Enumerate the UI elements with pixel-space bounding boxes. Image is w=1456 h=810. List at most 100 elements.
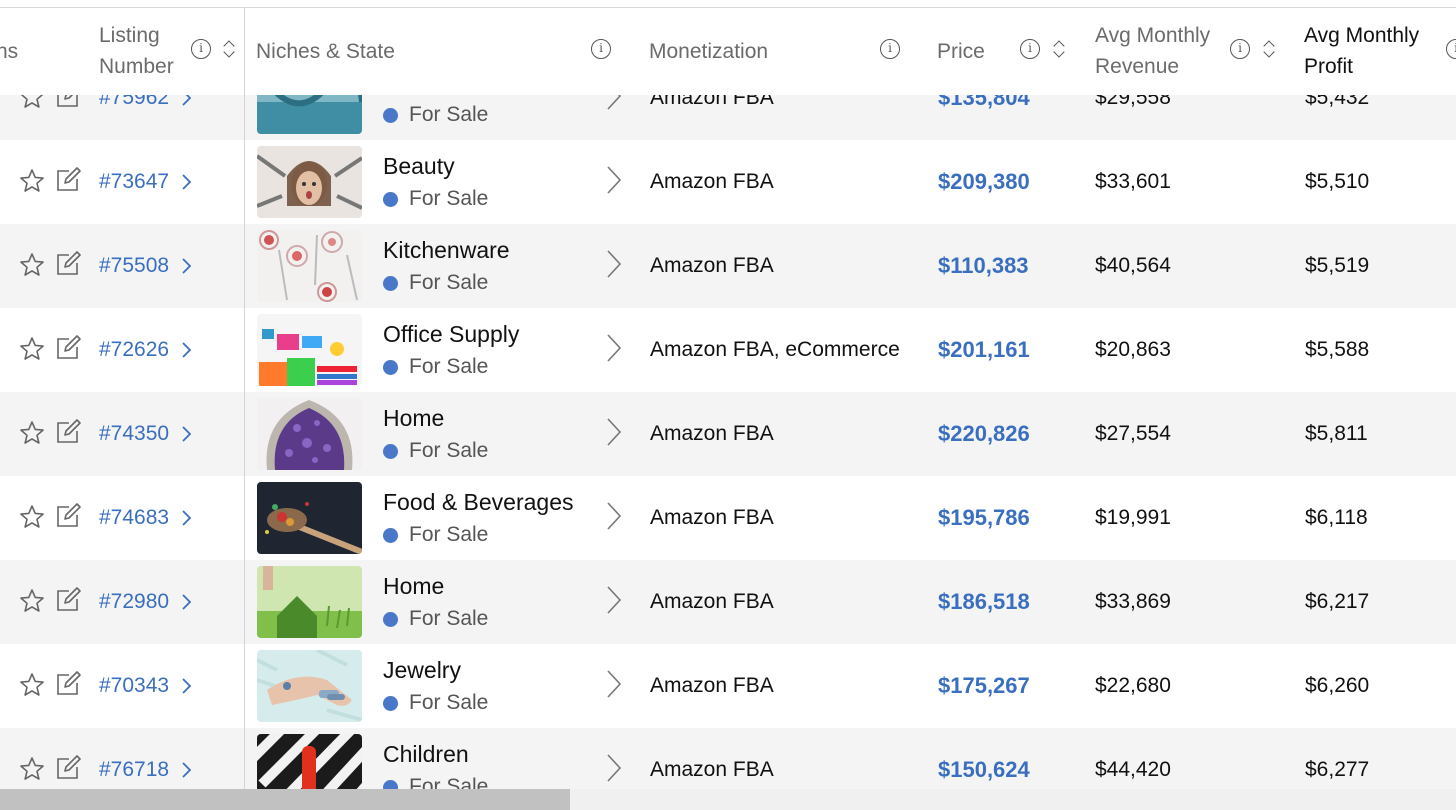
avg-monthly-profit-value: $5,519 — [1305, 254, 1370, 277]
price-value[interactable]: $195,786 — [938, 505, 1030, 530]
listing-number-link[interactable]: #74683 — [99, 506, 170, 529]
price-value[interactable]: $209,380 — [938, 169, 1030, 194]
header-profit-line1[interactable]: Avg Monthly — [1304, 24, 1420, 47]
expand-chevron-icon[interactable] — [606, 753, 622, 783]
price-value[interactable]: $201,161 — [938, 337, 1030, 362]
star-icon[interactable] — [19, 336, 45, 362]
table-row[interactable]: › #72626 Office Supply For Sale Amazon FBA, … — [0, 308, 1456, 392]
expand-chevron-icon[interactable] — [606, 165, 622, 195]
table-row[interactable]: › #72980 Home For Sale Amazon FBA $186,518 $33… — [0, 560, 1456, 644]
star-icon[interactable] — [19, 168, 45, 194]
listing-sort-icon[interactable] — [223, 39, 235, 59]
edit-icon[interactable] — [54, 166, 82, 194]
table-row[interactable]: › #75508 Kitchenware For Sale Amazon FBA $110… — [0, 224, 1456, 308]
price-value[interactable]: $220,826 — [938, 421, 1030, 446]
expand-chevron-icon[interactable] — [606, 249, 622, 279]
expand-chevron-icon[interactable] — [606, 585, 622, 615]
star-icon[interactable] — [19, 504, 45, 530]
price-value[interactable]: $175,267 — [938, 673, 1030, 698]
listing-number-link[interactable]: #70343 — [99, 674, 170, 697]
edit-icon[interactable] — [54, 502, 82, 530]
star-icon[interactable] — [19, 588, 45, 614]
star-icon[interactable] — [19, 672, 45, 698]
price-value[interactable]: $186,518 — [938, 589, 1030, 614]
avg-monthly-profit-value: $6,118 — [1305, 506, 1368, 529]
price-value[interactable]: $150,624 — [938, 757, 1030, 782]
header-listing-line2[interactable]: Number — [99, 55, 174, 78]
star-icon[interactable] — [19, 252, 45, 278]
monetization-value: Amazon FBA — [650, 170, 774, 193]
chevron-right-icon[interactable] — [180, 509, 192, 527]
avg-monthly-profit-value: $6,260 — [1305, 674, 1370, 697]
listing-number-link[interactable]: #75508 — [99, 254, 170, 277]
avg-monthly-revenue-value: $27,554 — [1095, 422, 1171, 445]
edit-icon[interactable] — [54, 754, 82, 782]
chevron-right-icon[interactable] — [180, 257, 192, 275]
chevron-right-icon[interactable] — [180, 761, 192, 779]
table-row[interactable]: › #74350 Home For Sale Amazon FBA $220,826 $27… — [0, 392, 1456, 476]
avg-monthly-revenue-value: $19,991 — [1095, 506, 1171, 529]
niche-title: Children — [383, 741, 469, 767]
header-niches[interactable]: Niches & State — [256, 40, 395, 63]
niche-title: Home — [383, 573, 445, 599]
partial-icon[interactable]: › — [0, 255, 8, 277]
star-icon[interactable] — [19, 756, 45, 782]
price-value[interactable]: $110,383 — [938, 253, 1029, 278]
horizontal-scrollbar-thumb[interactable] — [0, 789, 570, 810]
state-dot-icon — [383, 696, 398, 711]
monetization-value: Amazon FBA — [650, 422, 774, 445]
listing-number-link[interactable]: #73647 — [99, 170, 170, 193]
header-listing-line1[interactable]: Listing — [99, 24, 160, 47]
edit-icon[interactable] — [54, 250, 82, 278]
revenue-sort-icon[interactable] — [1263, 39, 1275, 59]
expand-chevron-icon[interactable] — [606, 417, 622, 447]
expand-chevron-icon[interactable] — [606, 501, 622, 531]
table-row[interactable]: › #70343 Jewelry For Sale Amazon FBA $175,267… — [0, 644, 1456, 728]
niche-title: Kitchenware — [383, 237, 510, 263]
chevron-right-icon[interactable] — [180, 677, 192, 695]
listing-thumbnail — [257, 482, 362, 554]
edit-icon[interactable] — [54, 418, 82, 446]
edit-icon[interactable] — [54, 670, 82, 698]
chevron-right-icon[interactable] — [180, 173, 192, 191]
table-row[interactable]: › #73647 Beauty For Sale Amazon FBA $209,380 $… — [0, 140, 1456, 224]
chevron-right-icon[interactable] — [180, 425, 192, 443]
monetization-info-icon[interactable]: i — [880, 39, 900, 59]
column-divider — [244, 8, 245, 790]
star-icon[interactable] — [19, 420, 45, 446]
listing-thumbnail — [257, 650, 362, 722]
price-sort-icon[interactable] — [1053, 39, 1065, 59]
partial-icon[interactable]: › — [0, 507, 8, 529]
expand-chevron-icon[interactable] — [606, 333, 622, 363]
header-revenue-line1[interactable]: Avg Monthly — [1095, 24, 1211, 47]
listing-number-link[interactable]: #74350 — [99, 422, 170, 445]
listing-number-link[interactable]: #72980 — [99, 590, 170, 613]
partial-icon[interactable]: › — [0, 339, 8, 361]
chevron-right-icon[interactable] — [180, 341, 192, 359]
listing-number-link[interactable]: #72626 — [99, 338, 170, 361]
partial-icon[interactable]: › — [0, 423, 8, 445]
table-row[interactable]: › #74683 Food & Beverages For Sale Amazon FB… — [0, 476, 1456, 560]
listing-number-link[interactable]: #76718 — [99, 758, 170, 781]
price-info-icon[interactable]: i — [1020, 39, 1040, 59]
chevron-right-icon[interactable] — [180, 593, 192, 611]
header-price[interactable]: Price — [937, 40, 985, 63]
partial-icon[interactable]: › — [0, 591, 8, 613]
state-label: For Sale — [409, 607, 489, 630]
header-monetization[interactable]: Monetization — [649, 40, 769, 63]
header-profit-line2[interactable]: Profit — [1304, 55, 1354, 78]
niches-info-icon[interactable]: i — [591, 39, 611, 59]
header-revenue-line2[interactable]: Revenue — [1095, 55, 1180, 78]
edit-icon[interactable] — [54, 334, 82, 362]
partial-icon[interactable]: › — [0, 759, 8, 781]
partial-icon[interactable]: › — [0, 87, 8, 109]
edit-icon[interactable] — [54, 586, 82, 614]
partial-icon[interactable]: › — [0, 171, 8, 193]
listing-info-icon[interactable]: i — [191, 39, 211, 59]
avg-monthly-revenue-value: $22,680 — [1095, 674, 1171, 697]
expand-chevron-icon[interactable] — [606, 669, 622, 699]
partial-icon[interactable]: › — [0, 675, 8, 697]
avg-monthly-profit-value: $5,510 — [1305, 170, 1370, 193]
revenue-info-icon[interactable]: i — [1230, 39, 1250, 59]
profit-info-icon[interactable]: i — [1446, 39, 1456, 59]
